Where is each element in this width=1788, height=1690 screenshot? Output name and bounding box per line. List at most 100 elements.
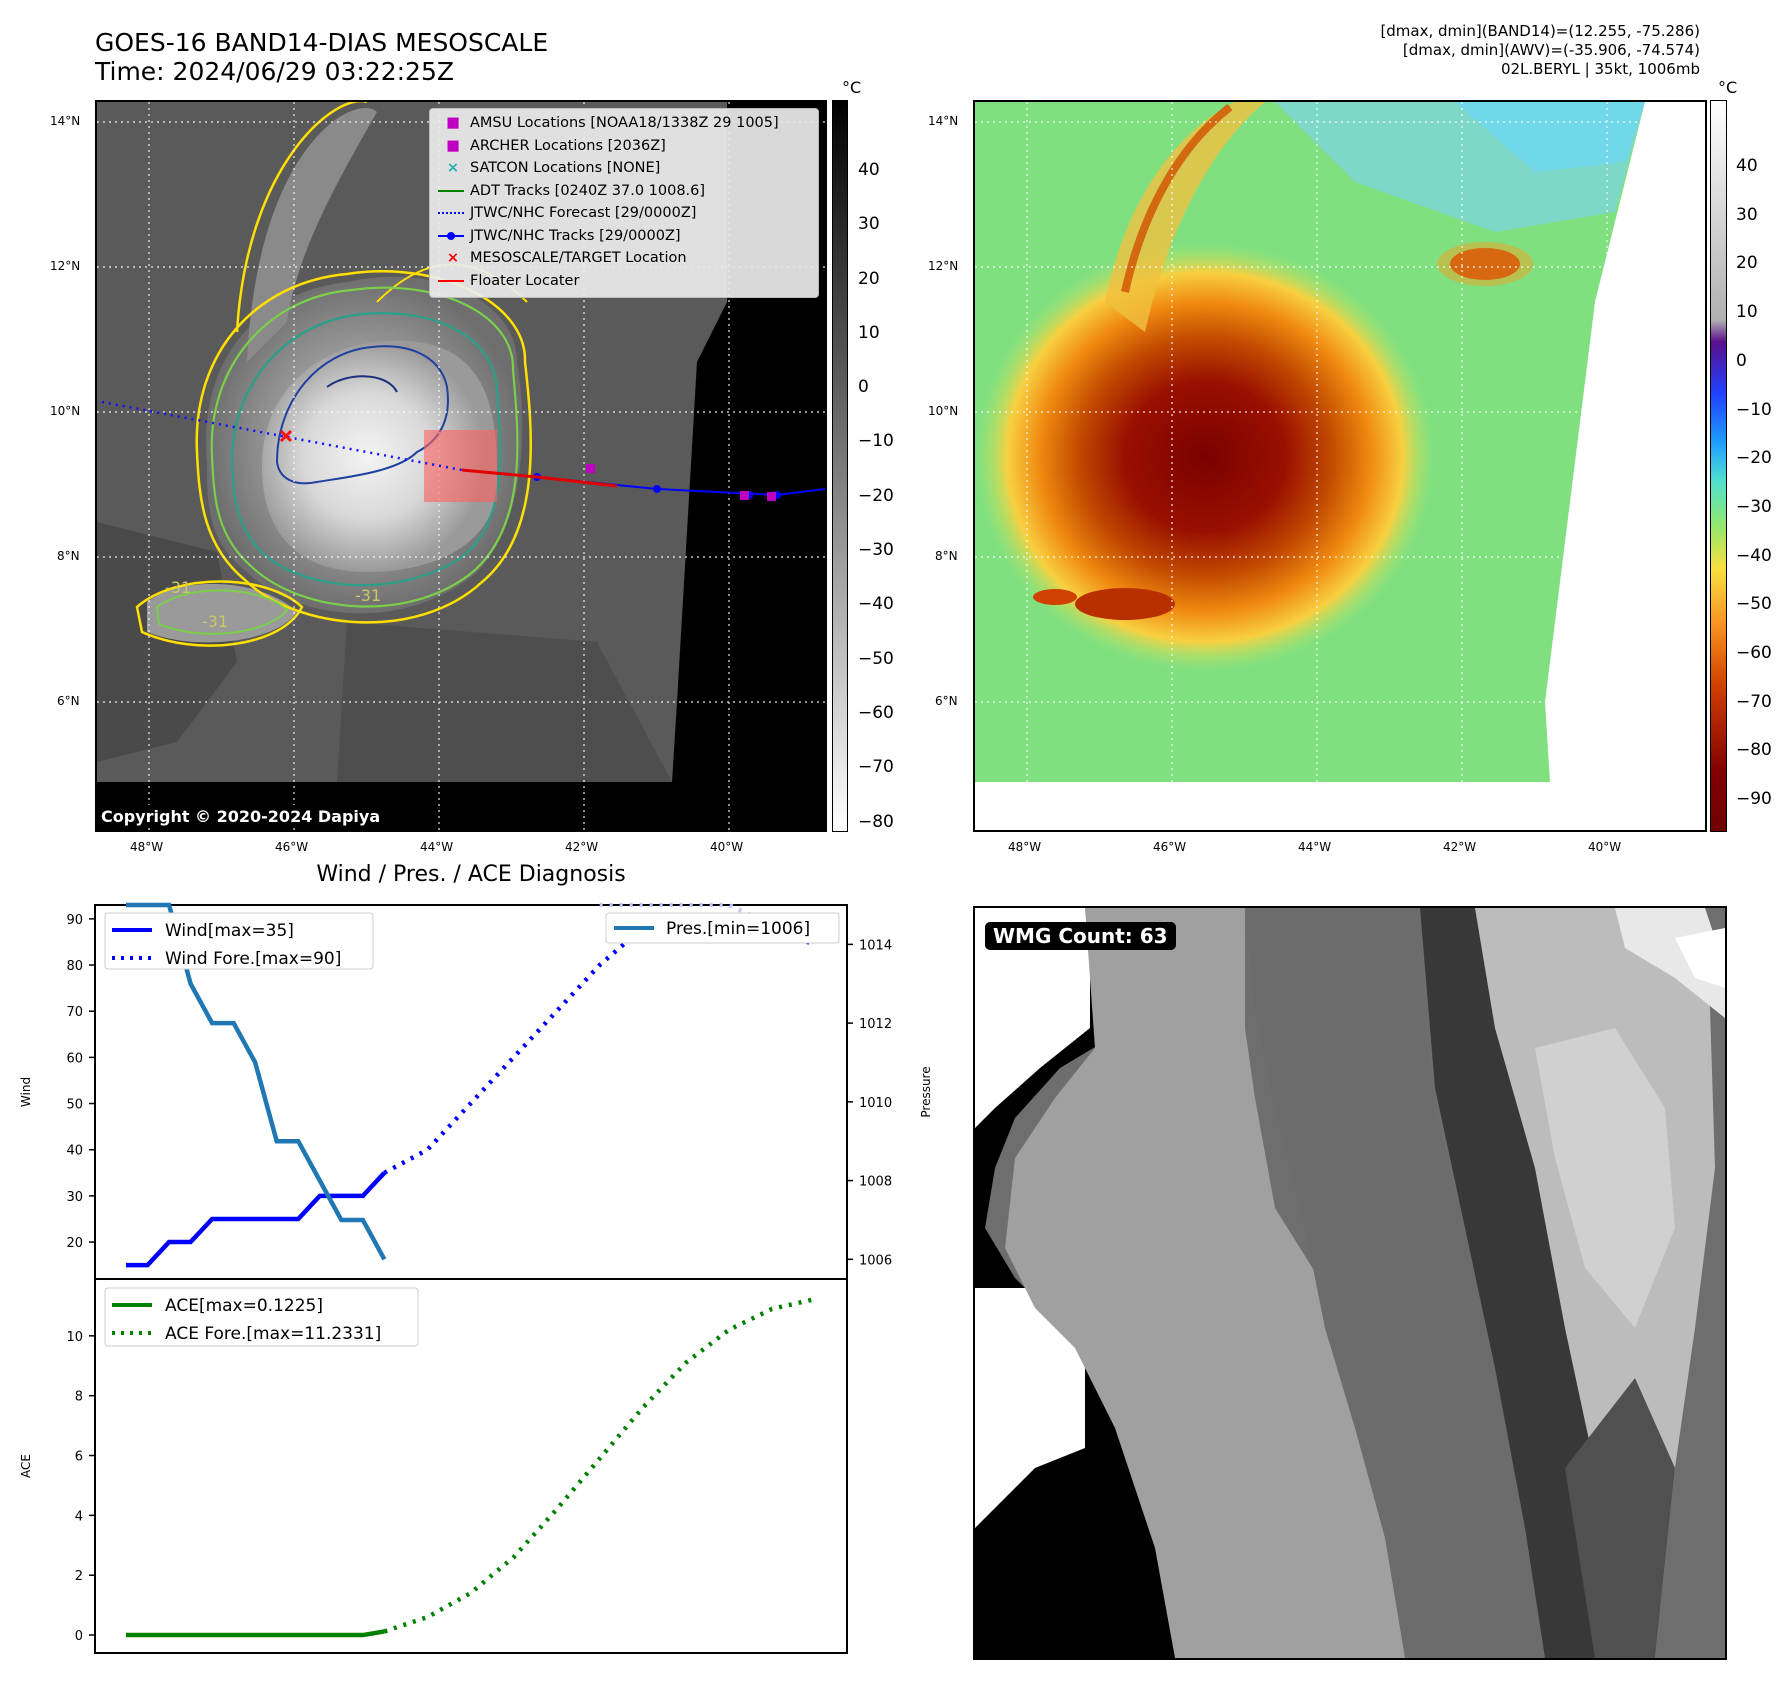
lon-label: 40°W — [1588, 840, 1622, 854]
lon-label: 42°W — [1443, 840, 1477, 854]
contour-label: -31 — [202, 612, 229, 631]
ace-legend: ACE[max=0.1225] ACE Fore.[max=11.2331] — [104, 1287, 419, 1347]
info-block: [dmax, dmin](BAND14)=(12.255, -75.286) [… — [1380, 22, 1700, 79]
colorbar-unit: °C — [1718, 78, 1738, 97]
legend-entry: ■ AMSU Locations [NOAA18/1338Z 29 1005] — [436, 112, 812, 135]
legend-entry: Floater Locater — [436, 270, 812, 293]
ace-panel-frame — [94, 1278, 848, 1654]
ace-axis-label: ACE — [19, 1454, 33, 1478]
tick-label: 0 — [75, 1629, 83, 1644]
legend-ace: ACE[max=0.1225] — [165, 1296, 323, 1316]
lon-label: 44°W — [420, 840, 454, 854]
copyright-label: Copyright © 2020-2024 Dapiya — [97, 805, 385, 828]
tick-label: 1010 — [859, 1096, 892, 1111]
legend-entry: × MESOSCALE/TARGET Location — [436, 247, 812, 270]
lon-label: 46°W — [275, 840, 309, 854]
tick-label: 90 — [66, 913, 83, 928]
lat-label: 8°N — [935, 549, 958, 563]
lon-label: 46°W — [1153, 840, 1187, 854]
line-dot-icon — [438, 231, 464, 240]
wmg-imagery — [975, 908, 1725, 1658]
pressure-axis-label: Pressure — [919, 1066, 933, 1117]
contour-label: -31 — [355, 586, 382, 605]
legend-entry: ADT Tracks [0240Z 37.0 1008.6] — [436, 180, 812, 203]
awv-map — [973, 100, 1707, 832]
tick-label: 4 — [75, 1509, 83, 1524]
lon-label: 48°W — [1008, 840, 1042, 854]
tick-label: 10 — [66, 1330, 83, 1345]
grayscale-colorbar — [832, 100, 848, 832]
legend-entry: JTWC/NHC Tracks [29/0000Z] — [436, 225, 812, 248]
lat-label: 14°N — [50, 114, 81, 128]
legend-pressure: Pres.[min=1006] — [666, 919, 810, 939]
wind-pres-ace-chart: 20 30 40 50 60 70 80 90 1006 1008 1010 1012 1014 0 2 4 6… — [19, 902, 933, 1654]
info-line-1: [dmax, dmin](BAND14)=(12.255, -75.286) — [1380, 22, 1700, 40]
wmg-count-badge: WMG Count: 63 — [985, 922, 1176, 950]
awv-colorbar — [1710, 100, 1727, 832]
title-line-2: Time: 2024/06/29 03:22:25Z — [95, 57, 454, 86]
tick-label: 1014 — [859, 938, 892, 953]
tick-label: 40 — [66, 1144, 83, 1159]
axis-ticks: 20 30 40 50 60 70 80 90 1006 1008 1010 1012 1014 0 2 4 6… — [66, 913, 892, 1644]
ace-series-group — [126, 1296, 816, 1638]
lon-label: 44°W — [1298, 840, 1332, 854]
colorbar-ticks: 40 30 20 10 0 −10 −20 −30 −40 −50 −60 −7… — [858, 160, 894, 832]
tick-label: 50 — [66, 1098, 83, 1113]
tick-label: 8 — [75, 1390, 83, 1405]
legend-entry: JTWC/NHC Forecast [29/0000Z] — [436, 202, 812, 225]
tick-label: 1008 — [859, 1175, 892, 1190]
info-line-3: 02L.BERYL | 35kt, 1006mb — [1500, 60, 1700, 78]
map-legend: ■ AMSU Locations [NOAA18/1338Z 29 1005] ■… — [429, 108, 819, 298]
wind-series-group — [126, 902, 817, 1268]
wmg-panel: WMG Count: 63 — [973, 906, 1727, 1660]
line-marker-icon — [438, 189, 464, 192]
chart-title: Wind / Pres. / ACE Diagnosis — [316, 862, 626, 887]
tick-label: 60 — [66, 1051, 83, 1066]
ace-series-line-1 — [383, 1296, 816, 1634]
tick-label: 6 — [75, 1450, 83, 1465]
lat-label: 6°N — [935, 694, 958, 708]
tick-label: 1006 — [859, 1253, 892, 1268]
awv-imagery — [975, 102, 1705, 830]
lon-label: 42°W — [565, 840, 599, 854]
square-marker-icon: ■ — [446, 137, 460, 154]
lat-label: 10°N — [928, 404, 959, 418]
wind-legend: Wind[max=35] Wind Fore.[max=90] — [104, 912, 374, 970]
lon-label: 40°W — [710, 840, 744, 854]
colorbar-unit: °C — [842, 78, 862, 97]
x-marker-icon: × — [446, 160, 460, 176]
ace-series-line-0 — [126, 1629, 385, 1638]
legend-wind-fore: Wind Fore.[max=90] — [165, 949, 341, 969]
lat-label: 10°N — [50, 404, 81, 418]
series-line-0 — [126, 1171, 387, 1268]
lat-label: 12°N — [928, 259, 959, 273]
square-marker-icon: ■ — [446, 115, 460, 131]
x-marker-icon: × — [446, 250, 460, 266]
lon-label: 48°W — [130, 840, 164, 854]
legend-wind: Wind[max=35] — [165, 921, 294, 941]
pressure-legend: Pres.[min=1006] — [605, 912, 840, 944]
title-line-1: GOES-16 BAND14-DIAS MESOSCALE — [95, 28, 549, 57]
series-line-1 — [383, 916, 817, 1175]
dotted-line-icon — [438, 212, 464, 214]
contour-label: -31 — [165, 578, 192, 597]
tick-label: 20 — [66, 1236, 83, 1251]
info-line-2: [dmax, dmin](AWV)=(-35.906, -74.574) — [1402, 41, 1700, 59]
tick-label: 1012 — [859, 1017, 892, 1032]
legend-entry: ■ ARCHER Locations [2036Z] — [436, 135, 812, 158]
line-marker-icon — [438, 279, 464, 282]
legend-ace-fore: ACE Fore.[max=11.2331] — [165, 1324, 381, 1344]
colorbar-ticks: 40 30 20 10 0 −10 −20 −30 −40 −50 −60 −7… — [1736, 156, 1772, 810]
legend-entry: × SATCON Locations [NONE] — [436, 157, 812, 180]
figure-title: GOES-16 BAND14-DIAS MESOSCALE Time: 2024… — [95, 28, 548, 86]
tick-label: 70 — [66, 1005, 83, 1020]
lat-label: 12°N — [50, 259, 81, 273]
series-line-2 — [126, 902, 387, 1261]
lat-label: 8°N — [57, 549, 80, 563]
tick-label: 2 — [75, 1569, 83, 1584]
tick-label: 30 — [66, 1190, 83, 1205]
tick-label: 80 — [66, 959, 83, 974]
wind-axis-label: Wind — [19, 1077, 33, 1107]
band14-map: -31 -31 -31 ■ AMSU Locations [NOAA18/1338… — [95, 100, 827, 832]
lat-label: 14°N — [928, 114, 959, 128]
